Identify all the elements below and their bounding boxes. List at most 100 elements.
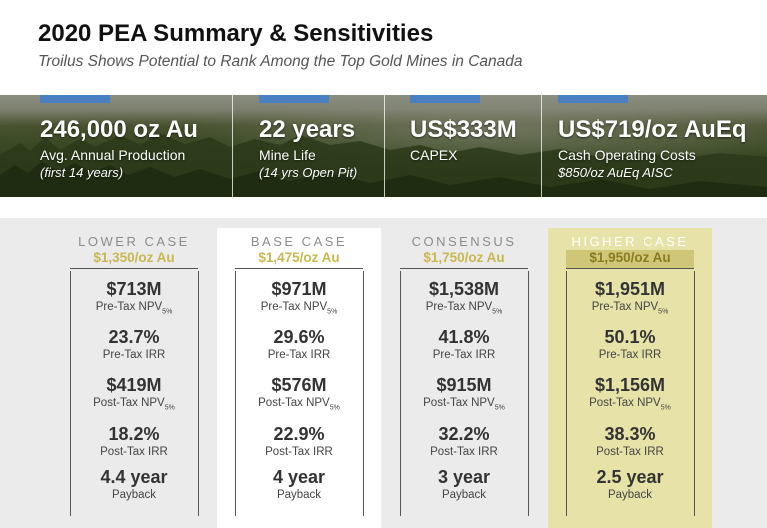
case-name: LOWER CASE bbox=[78, 234, 190, 249]
stat-note: (14 yrs Open Pit) bbox=[259, 165, 358, 180]
metric-label: Payback bbox=[276, 489, 322, 501]
metric-label: Post-Tax IRR bbox=[430, 446, 498, 458]
metric-label: Pre-Tax NPV5% bbox=[95, 301, 173, 316]
metric-value: $971M bbox=[271, 279, 327, 299]
metric-label: Pre-Tax IRR bbox=[267, 349, 331, 361]
metric-value: 2.5 year bbox=[596, 467, 664, 487]
metric-pre-tax-irr: 41.8% Pre-Tax IRR bbox=[382, 326, 546, 362]
case-gold-price: $1,475/oz Au bbox=[235, 250, 363, 269]
stat-accent-bar bbox=[259, 95, 329, 103]
metric-value: 50.1% bbox=[604, 327, 656, 347]
metric-payback: 3 year Payback bbox=[382, 466, 546, 502]
stat-accent-bar bbox=[410, 95, 480, 103]
metric-post-tax-irr: 18.2% Post-Tax IRR bbox=[52, 423, 216, 459]
case-column-consensus: CONSENSUS $1,750/oz Au $1,538M Pre-Tax N… bbox=[382, 228, 546, 528]
column-rule-right bbox=[363, 271, 364, 516]
case-column-lower: LOWER CASE $1,350/oz Au $713M Pre-Tax NP… bbox=[52, 228, 216, 528]
metric-post-tax-npv: $1,156M Post-Tax NPV5% bbox=[548, 374, 712, 415]
metric-value: $1,538M bbox=[428, 279, 500, 299]
metric-value: 22.9% bbox=[273, 424, 325, 444]
metric-label: Post-Tax NPV5% bbox=[258, 397, 340, 412]
metric-value: 3 year bbox=[437, 467, 491, 487]
metric-pre-tax-npv: $1,538M Pre-Tax NPV5% bbox=[382, 278, 546, 319]
metric-post-tax-irr: 32.2% Post-Tax IRR bbox=[382, 423, 546, 459]
stat-value: 22 years bbox=[259, 116, 356, 143]
case-gold-price: $1,950/oz Au bbox=[566, 250, 694, 269]
metric-label: Payback bbox=[441, 489, 487, 501]
column-rule-left bbox=[566, 271, 567, 516]
metric-label: Payback bbox=[607, 489, 653, 501]
stat-value: US$333M bbox=[410, 116, 517, 143]
metric-label: Pre-Tax IRR bbox=[598, 349, 662, 361]
stat-value: US$719/oz AuEq bbox=[558, 116, 747, 143]
case-column-higher: HIGHER CASE $1,950/oz Au $1,951M Pre-Tax… bbox=[548, 228, 712, 528]
metric-label: Pre-Tax NPV5% bbox=[591, 301, 669, 316]
metric-value: 23.7% bbox=[108, 327, 160, 347]
column-rule-right bbox=[198, 271, 199, 516]
stat-label: Avg. Annual Production bbox=[40, 147, 186, 163]
metric-label: Post-Tax IRR bbox=[100, 446, 168, 458]
metric-value: 18.2% bbox=[108, 424, 160, 444]
stat-label: Mine Life bbox=[259, 147, 316, 163]
stat-divider bbox=[384, 95, 385, 197]
metric-post-tax-irr: 38.3% Post-Tax IRR bbox=[548, 423, 712, 459]
metric-value: 41.8% bbox=[438, 327, 490, 347]
metric-label: Post-Tax NPV5% bbox=[589, 397, 671, 412]
metric-value: $419M bbox=[106, 375, 162, 395]
metric-pre-tax-npv: $713M Pre-Tax NPV5% bbox=[52, 278, 216, 319]
stat-label: CAPEX bbox=[410, 147, 458, 163]
case-column-base: BASE CASE $1,475/oz Au $971M Pre-Tax NPV… bbox=[217, 228, 381, 528]
metric-post-tax-npv: $576M Post-Tax NPV5% bbox=[217, 374, 381, 415]
metric-pre-tax-irr: 29.6% Pre-Tax IRR bbox=[217, 326, 381, 362]
metric-payback: 2.5 year Payback bbox=[548, 466, 712, 502]
case-name: CONSENSUS bbox=[411, 234, 517, 249]
metric-payback: 4 year Payback bbox=[217, 466, 381, 502]
metric-value: 38.3% bbox=[604, 424, 656, 444]
metric-label: Pre-Tax NPV5% bbox=[425, 301, 503, 316]
metric-value: $713M bbox=[106, 279, 162, 299]
stat-value: 246,000 oz Au bbox=[40, 116, 198, 143]
page-subtitle: Troilus Shows Potential to Rank Among th… bbox=[38, 53, 523, 70]
metric-label: Post-Tax NPV5% bbox=[93, 397, 175, 412]
stat-divider bbox=[541, 95, 542, 197]
case-gold-price: $1,350/oz Au bbox=[70, 250, 198, 269]
metric-label: Pre-Tax IRR bbox=[102, 349, 166, 361]
case-name: BASE CASE bbox=[250, 234, 348, 249]
metric-value: $576M bbox=[271, 375, 327, 395]
metric-value: $1,951M bbox=[594, 279, 666, 299]
metric-label: Payback bbox=[111, 489, 157, 501]
metric-label: Post-Tax IRR bbox=[596, 446, 664, 458]
metric-payback: 4.4 year Payback bbox=[52, 466, 216, 502]
metric-post-tax-irr: 22.9% Post-Tax IRR bbox=[217, 423, 381, 459]
stat-label: Cash Operating Costs bbox=[558, 147, 696, 163]
stat-accent-bar bbox=[40, 95, 110, 103]
metric-label: Pre-Tax NPV5% bbox=[260, 301, 338, 316]
column-rule-right bbox=[528, 271, 529, 516]
metric-post-tax-npv: $419M Post-Tax NPV5% bbox=[52, 374, 216, 415]
column-rule-left bbox=[70, 271, 71, 516]
metric-pre-tax-npv: $971M Pre-Tax NPV5% bbox=[217, 278, 381, 319]
metric-value: $915M bbox=[436, 375, 492, 395]
forest-treeline-image bbox=[0, 133, 767, 197]
metric-post-tax-npv: $915M Post-Tax NPV5% bbox=[382, 374, 546, 415]
stat-note: $850/oz AuEq AISC bbox=[558, 165, 673, 180]
column-rule-left bbox=[235, 271, 236, 516]
forest-banner: 246,000 oz Au Avg. Annual Production (fi… bbox=[0, 95, 767, 197]
page-title: 2020 PEA Summary & Sensitivities bbox=[38, 20, 434, 47]
stat-accent-bar bbox=[558, 95, 628, 103]
metric-value: 4.4 year bbox=[100, 467, 168, 487]
metric-value: $1,156M bbox=[594, 375, 666, 395]
case-name: HIGHER CASE bbox=[571, 234, 689, 249]
metric-value: 32.2% bbox=[438, 424, 490, 444]
column-rule-left bbox=[400, 271, 401, 516]
stat-note: (first 14 years) bbox=[40, 165, 124, 180]
metric-label: Post-Tax IRR bbox=[265, 446, 333, 458]
metric-value: 4 year bbox=[272, 467, 326, 487]
stat-divider bbox=[232, 95, 233, 197]
metric-label: Pre-Tax IRR bbox=[432, 349, 496, 361]
metric-pre-tax-npv: $1,951M Pre-Tax NPV5% bbox=[548, 278, 712, 319]
metric-pre-tax-irr: 23.7% Pre-Tax IRR bbox=[52, 326, 216, 362]
case-gold-price: $1,750/oz Au bbox=[400, 250, 528, 269]
column-rule-right bbox=[694, 271, 695, 516]
metric-label: Post-Tax NPV5% bbox=[423, 397, 505, 412]
